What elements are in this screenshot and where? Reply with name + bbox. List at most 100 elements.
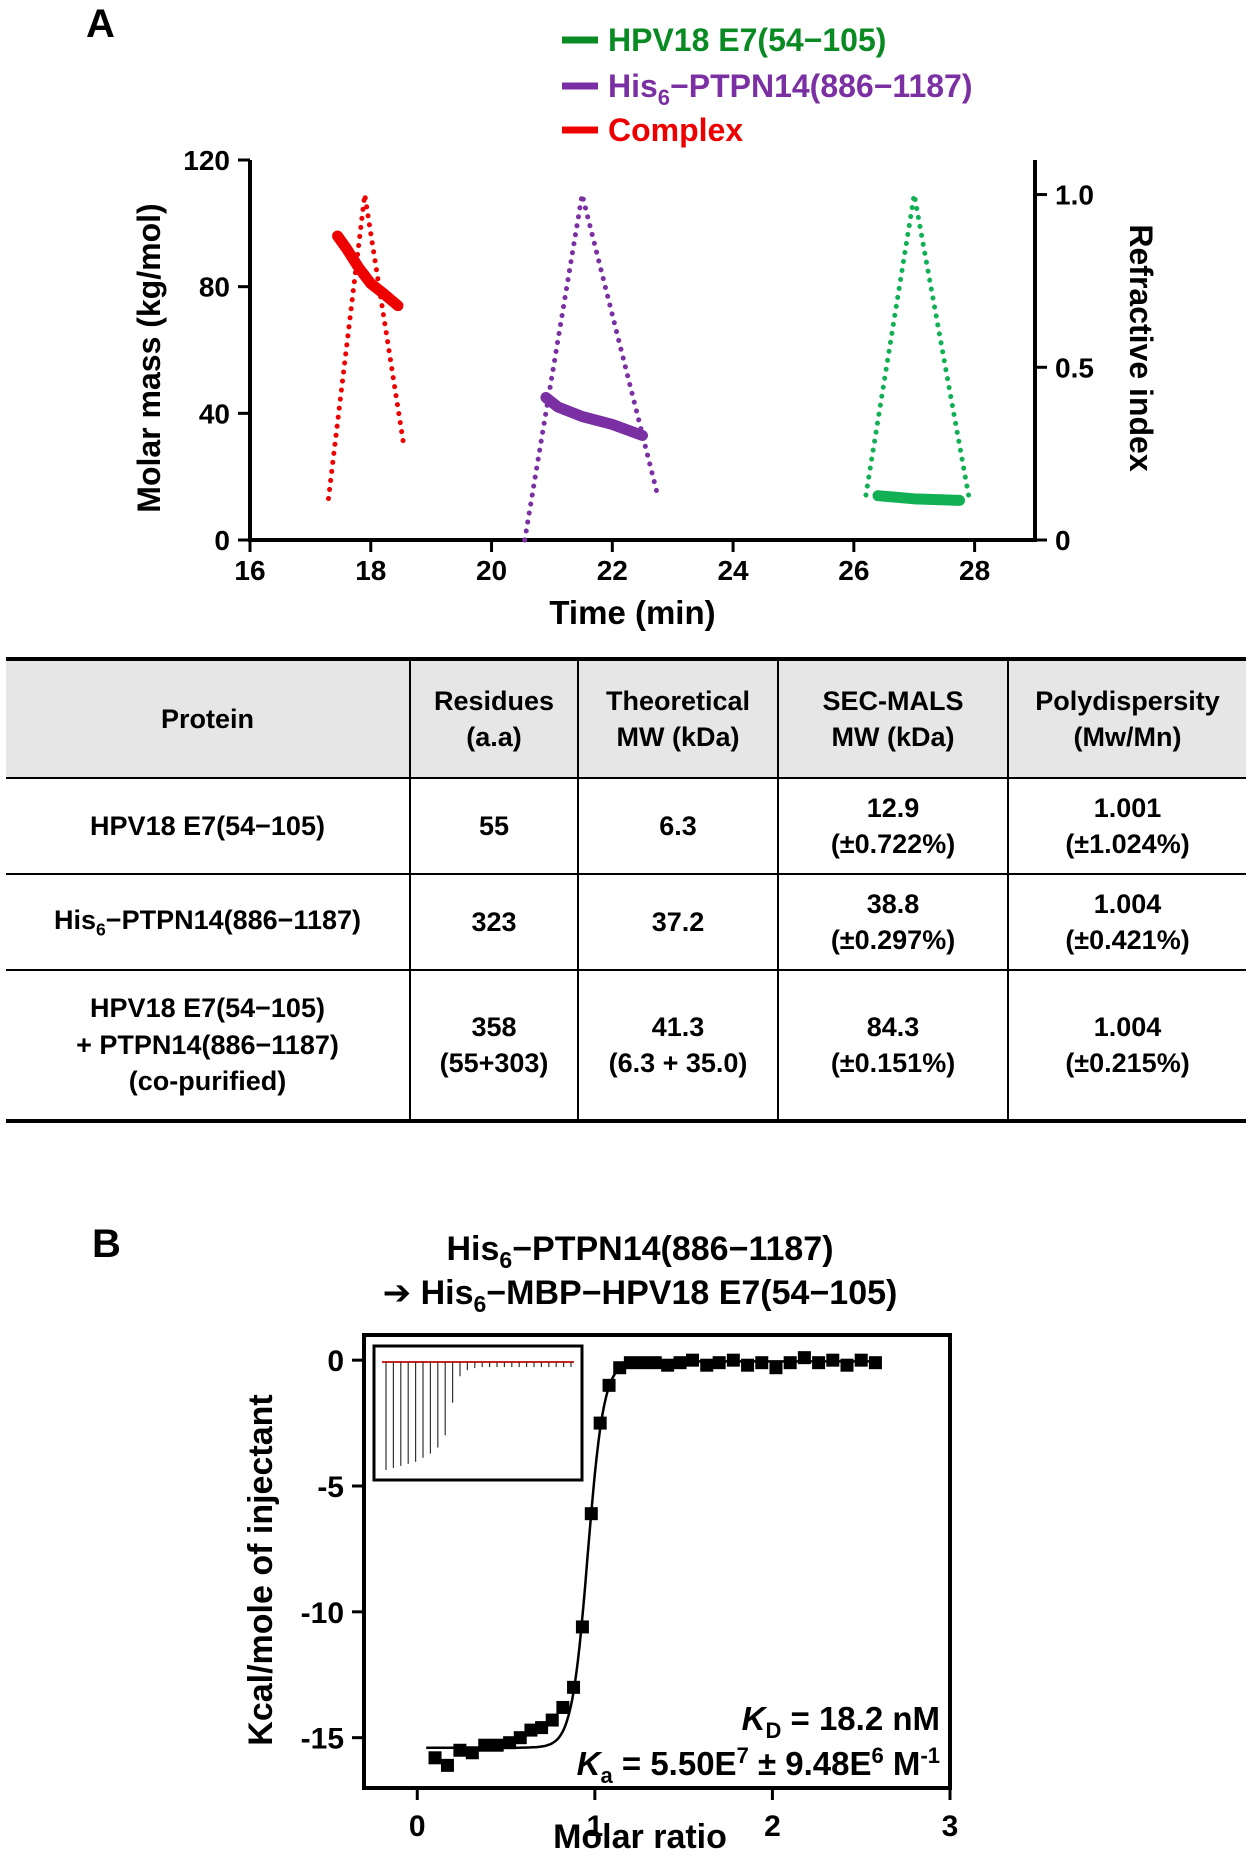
table-header-row: Protein Residues (a.a) Theoretical MW (kDa…	[6, 657, 1246, 779]
x-tick-label: 16	[234, 555, 265, 586]
data-point	[575, 1620, 589, 1634]
molar-mass-line	[332, 230, 404, 312]
x-tick-label: 22	[597, 555, 628, 586]
cell-theoretical: 41.3 (6.3 + 35.0)	[577, 970, 779, 1123]
data-point	[826, 1353, 840, 1367]
cell-theoretical: 37.2	[577, 874, 779, 971]
data-point	[797, 1351, 811, 1365]
data-point	[700, 1358, 714, 1372]
data-point	[673, 1356, 687, 1370]
data-point	[726, 1353, 740, 1367]
annotation-kd: KD = 18.2 nM	[742, 1700, 940, 1743]
x-tick-label: 24	[717, 555, 749, 586]
y-tick-label: 40	[199, 398, 230, 429]
table-row: HPV18 E7(54−105) + PTPN14(886−1187) (co-pu…	[6, 970, 1246, 1123]
inset-thermogram-frame	[372, 1344, 584, 1482]
table-row: His6−PTPN14(886−1187) 323 37.2 38.8 (±0.2…	[6, 874, 1246, 971]
data-point	[648, 1356, 662, 1370]
annotation-ka: Ka = 5.50E7 ± 9.48E6 M-1	[577, 1743, 940, 1788]
header-polydispersity: Polydispersity (Mw/Mn)	[1007, 657, 1246, 779]
y-axis-label: Kcal/mole of injectant	[242, 1394, 280, 1745]
cell-secmals: 38.8 (±0.297%)	[777, 874, 1009, 971]
chart-title-line2: ➔ His6−MBP−HPV18 E7(54−105)	[383, 1274, 898, 1317]
cell-poly: 1.001 (±1.024%)	[1007, 778, 1246, 875]
data-point	[712, 1356, 726, 1370]
molar-mass-line	[540, 392, 648, 441]
y-tick-label: -10	[301, 1597, 344, 1630]
cell-residues: 323	[409, 874, 579, 971]
data-point	[783, 1356, 797, 1370]
legend-label: His6−PTPN14(886−1187)	[608, 68, 972, 110]
data-point	[613, 1361, 627, 1375]
cell-poly: 1.004 (±0.421%)	[1007, 874, 1246, 971]
molar-mass-line	[872, 490, 966, 506]
y2-tick-label: 1.0	[1055, 180, 1094, 211]
data-point	[812, 1356, 826, 1370]
data-point	[545, 1713, 559, 1727]
data-point	[854, 1353, 868, 1367]
data-point	[478, 1738, 492, 1752]
y-tick-label: -5	[317, 1471, 344, 1504]
y2-tick-label: 0.5	[1055, 352, 1094, 383]
data-point	[567, 1680, 581, 1694]
table-row: HPV18 E7(54−105) 55 6.3 12.9 (±0.722%) 1.…	[6, 778, 1246, 875]
data-point	[503, 1736, 517, 1750]
itc-chart: His6−PTPN14(886−1187)➔ His6−MBP−HPV18 E7…	[242, 1230, 959, 1856]
data-point	[490, 1738, 504, 1752]
x-tick-label: 2	[764, 1810, 781, 1843]
data-point	[440, 1758, 454, 1772]
data-point	[623, 1356, 637, 1370]
data-point	[769, 1361, 783, 1375]
x-tick-label: 18	[355, 555, 386, 586]
header-protein: Protein	[6, 657, 411, 779]
data-point	[636, 1356, 650, 1370]
cell-protein: HPV18 E7(54−105)	[6, 778, 411, 875]
header-sec-mals-mw: SEC-MALS MW (kDa)	[777, 657, 1009, 779]
data-point	[840, 1358, 854, 1372]
data-point	[535, 1721, 549, 1735]
y2-tick-label: 0	[1055, 525, 1071, 556]
data-point	[661, 1358, 675, 1372]
data-point	[524, 1723, 538, 1737]
sec-mals-table: Protein Residues (a.a) Theoretical MW (kDa…	[6, 657, 1246, 1123]
y-tick-label: 0	[327, 1345, 344, 1378]
legend-label: HPV18 E7(54−105)	[608, 22, 886, 58]
data-point	[584, 1507, 598, 1521]
cell-secmals: 12.9 (±0.722%)	[777, 778, 1009, 875]
chart-title-line1: His6−PTPN14(886−1187)	[446, 1230, 833, 1273]
x-tick-label: 28	[959, 555, 990, 586]
data-point	[741, 1358, 755, 1372]
y-tick-label: 120	[183, 145, 230, 176]
cell-poly: 1.004 (±0.215%)	[1007, 970, 1246, 1123]
data-point	[556, 1700, 570, 1714]
y-tick-label: 0	[214, 525, 230, 556]
x-axis-label: Molar ratio	[553, 1818, 727, 1856]
cell-protein: His6−PTPN14(886−1187)	[6, 874, 411, 971]
header-theoretical-mw: Theoretical MW (kDa)	[577, 657, 779, 779]
y-tick-label: -15	[301, 1723, 344, 1756]
x-tick-label: 0	[409, 1810, 426, 1843]
panel-b-label: B	[92, 1222, 121, 1266]
y-tick-label: 80	[199, 272, 230, 303]
data-point	[453, 1743, 467, 1757]
refractive-index-line	[863, 194, 972, 498]
data-point	[513, 1731, 527, 1745]
data-point	[602, 1378, 616, 1392]
x-tick-label: 3	[942, 1810, 959, 1843]
x-tick-label: 20	[476, 555, 507, 586]
header-residues: Residues (a.a)	[409, 657, 579, 779]
x-tick-label: 26	[838, 555, 869, 586]
data-point	[686, 1353, 700, 1367]
refractive-index-line	[326, 194, 407, 502]
data-point	[593, 1416, 607, 1430]
cell-residues: 358 (55+303)	[409, 970, 579, 1123]
cell-protein: HPV18 E7(54−105) + PTPN14(886−1187) (co-pu…	[6, 970, 411, 1123]
legend-label: Complex	[608, 112, 743, 148]
data-point	[428, 1751, 442, 1765]
sec-mals-chart: HPV18 E7(54−105) His6−PTPN14(886−1187)Com…	[131, 22, 1159, 631]
panel-a-label: A	[86, 2, 115, 46]
cell-residues: 55	[409, 778, 579, 875]
his6-ptpn14-label: His6−PTPN14(886−1187)	[54, 904, 361, 940]
refractive-index-line	[522, 193, 661, 543]
y-axis-label: Molar mass (kg/mol)	[131, 203, 167, 512]
